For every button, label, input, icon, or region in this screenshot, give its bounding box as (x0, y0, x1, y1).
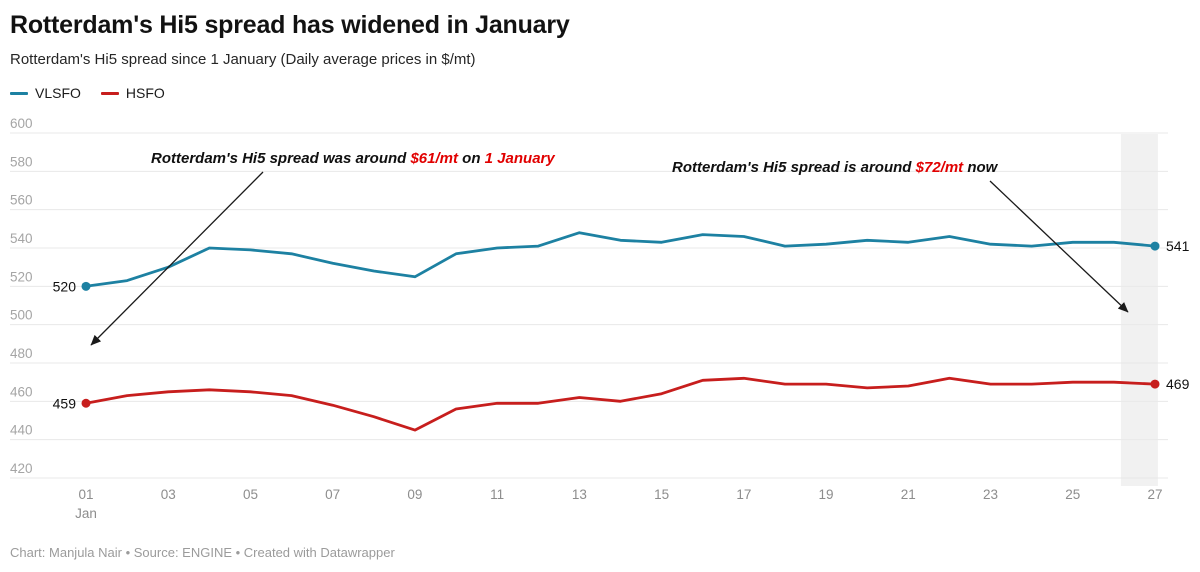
x-tick-label-09: 09 (407, 487, 422, 502)
annotation-1-january: Rotterdam's Hi5 spread was around $61/mt… (151, 150, 555, 167)
x-tick-label-01: 01 (78, 487, 93, 502)
y-tick-label-500: 500 (10, 308, 33, 323)
legend-label-vlsfo: VLSFO (35, 85, 81, 101)
x-tick-label-27: 27 (1147, 487, 1162, 502)
y-tick-label-520: 520 (10, 269, 33, 284)
attribution-footer: Chart: Manjula Nair • Source: ENGINE • C… (10, 545, 395, 560)
annotation-1-text: Rotterdam's Hi5 spread was around (151, 150, 411, 167)
y-tick-label-420: 420 (10, 461, 33, 476)
y-tick-label-440: 440 (10, 423, 33, 438)
annotation-2-text: Rotterdam's Hi5 spread is around (672, 159, 916, 176)
end-value-label-vlsfo: 541 (1166, 238, 1190, 254)
series-group: 520 541 459 469 (53, 231, 1190, 432)
x-tick-label-11: 11 (490, 487, 504, 502)
x-axis-month-label: Jan (75, 506, 97, 521)
legend-item-hsfo: HSFO (100, 85, 165, 101)
y-tick-label-580: 580 (10, 154, 33, 169)
page-title: Rotterdam's Hi5 spread has widened in Ja… (10, 11, 570, 39)
x-tick-label-19: 19 (819, 487, 834, 502)
x-tick-label-17: 17 (736, 487, 751, 502)
start-value-label-hsfo: 459 (53, 395, 77, 411)
x-tick-label-07: 07 (325, 487, 340, 502)
annotation-arrows-group (90, 171, 1129, 346)
legend-item-vlsfo: VLSFO (10, 85, 81, 101)
x-tick-label-05: 05 (243, 487, 258, 502)
y-tick-label-600: 600 (10, 116, 33, 131)
gridlines-group: 600 580 560 540 520 500 480 460 440 420 (10, 116, 1168, 479)
annotation-2-value: $72/mt (915, 159, 964, 176)
x-tick-label-15: 15 (654, 487, 669, 502)
y-tick-label-540: 540 (10, 231, 33, 246)
legend-label-hsfo: HSFO (125, 85, 165, 101)
first-point-dot-vlsfo (81, 281, 91, 291)
x-tick-label-13: 13 (572, 487, 587, 502)
x-axis-labels-group: 01 03 05 07 09 11 13 15 17 19 21 23 25 27 Jan (75, 487, 1162, 521)
annotation-now: Rotterdam's Hi5 spread is around $72/mt … (672, 159, 997, 176)
start-value-label-vlsfo: 520 (53, 278, 77, 294)
x-tick-label-23: 23 (983, 487, 998, 502)
annotation-arrow-1-january (90, 171, 264, 346)
x-tick-label-03: 03 (161, 487, 176, 502)
x-tick-label-25: 25 (1065, 487, 1080, 502)
annotation-1-text2: on (458, 150, 485, 167)
annotation-1-value: $61/mt (410, 150, 458, 167)
series-line-vlsfo (84, 231, 1157, 288)
annotation-1-date: 1 January (484, 150, 555, 167)
chart-subtitle: Rotterdam's Hi5 spread since 1 January (… (10, 51, 476, 68)
legend: VLSFO HSFO (10, 85, 165, 101)
y-tick-label-560: 560 (10, 193, 33, 208)
end-value-label-hsfo: 469 (1166, 376, 1190, 392)
hsfo-line-swatch (100, 91, 119, 95)
last-point-dot-vlsfo (1150, 241, 1160, 251)
series-line-hsfo (84, 376, 1157, 432)
first-point-dot-hsfo (81, 398, 91, 408)
vlsfo-line-swatch (10, 91, 28, 95)
y-tick-label-460: 460 (10, 384, 33, 399)
x-tick-label-21: 21 (901, 487, 916, 502)
last-point-dot-hsfo (1150, 379, 1160, 389)
annotation-arrow-now (989, 180, 1129, 313)
annotation-2-text2: now (963, 159, 998, 176)
y-tick-label-480: 480 (10, 346, 33, 361)
